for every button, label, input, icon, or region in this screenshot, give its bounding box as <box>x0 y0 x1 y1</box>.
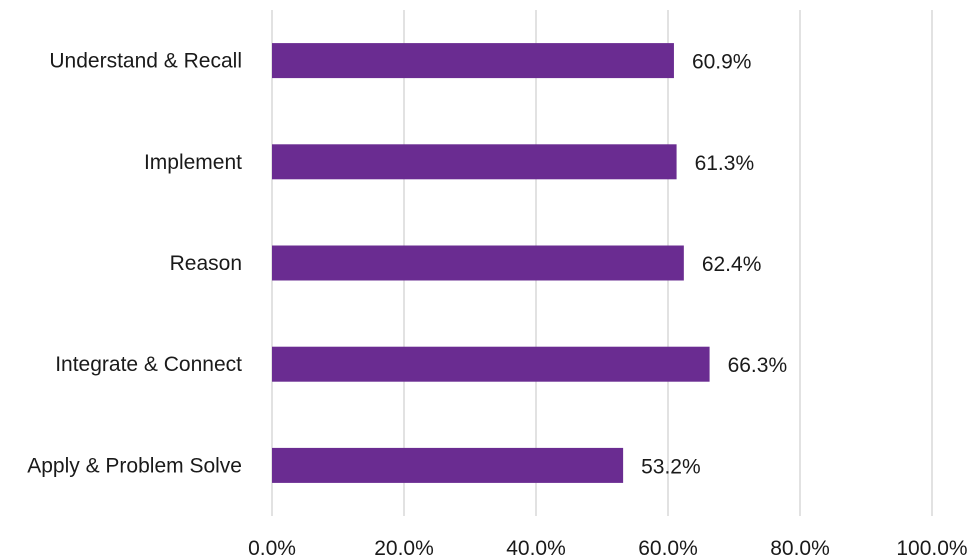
bar-3 <box>272 245 684 281</box>
value-label: 60.9% <box>692 51 752 74</box>
category-label: Understand & Recall <box>49 50 242 73</box>
x-tick-label: 0.0% <box>248 537 296 559</box>
x-tick-label: 40.0% <box>506 537 566 559</box>
value-labels: 60.9% 61.3% 62.4% 66.3% 53.2% <box>641 51 787 479</box>
bar-5 <box>272 447 624 483</box>
bar-2 <box>272 144 677 180</box>
category-label: Integrate & Connect <box>55 353 242 376</box>
category-label: Apply & Problem Solve <box>27 454 242 477</box>
value-label: 53.2% <box>641 455 701 478</box>
category-labels: Understand & Recall Implement Reason Integr… <box>27 50 242 478</box>
x-tick-label: 60.0% <box>638 537 698 559</box>
bar-1 <box>272 43 674 79</box>
bars <box>272 43 710 483</box>
x-tick-label: 80.0% <box>770 537 830 559</box>
value-label: 62.4% <box>702 253 762 276</box>
x-tick-label: 20.0% <box>374 537 434 559</box>
value-label: 66.3% <box>728 354 788 377</box>
value-label: 61.3% <box>695 152 755 175</box>
x-axis-tick-labels: 0.0% 20.0% 40.0% 60.0% 80.0% 100.0% <box>248 537 968 559</box>
category-label: Reason <box>170 252 242 275</box>
bar-4 <box>272 346 710 382</box>
x-tick-label: 100.0% <box>896 537 967 559</box>
category-label: Implement <box>144 151 242 174</box>
